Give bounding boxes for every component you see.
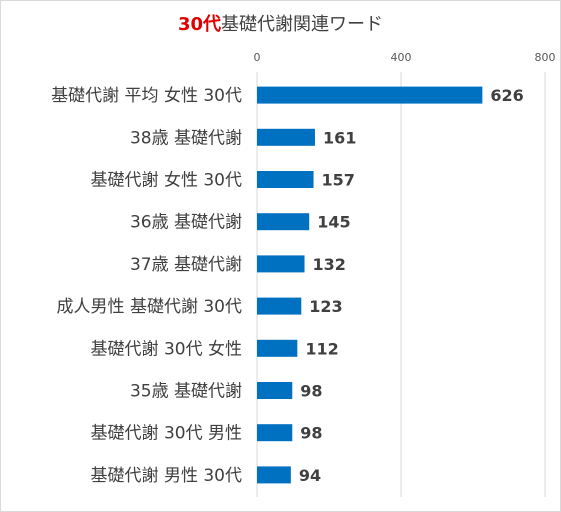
bar (257, 382, 293, 399)
bar (257, 171, 314, 188)
bar (257, 339, 298, 357)
bar (257, 213, 310, 231)
chart-title-rest: 基礎代謝関連ワード (221, 14, 384, 35)
category-label: 35歳 基礎代謝 (130, 382, 242, 402)
chart-title-accent: 30代 (177, 14, 222, 35)
category-label: 36歳 基礎代謝 (130, 213, 242, 233)
category-label: 基礎代謝 30代 男性 (91, 424, 242, 444)
data-label: 161 (323, 128, 356, 147)
category-label: 基礎代謝 女性 30代 (91, 171, 242, 191)
category-label: 成人男性 基礎代謝 30代 (57, 297, 242, 317)
bar (257, 297, 302, 315)
bar (257, 128, 315, 146)
data-label: 94 (299, 466, 321, 485)
bar (257, 424, 293, 442)
data-label: 145 (317, 213, 350, 232)
bar (257, 466, 291, 484)
data-label: 123 (309, 297, 342, 316)
data-label: 132 (313, 255, 346, 274)
bar (257, 86, 483, 104)
category-label: 基礎代謝 男性 30代 (91, 466, 242, 486)
chart-title: 30代基礎代謝関連ワード (0, 10, 561, 36)
category-label: 38歳 基礎代謝 (130, 128, 242, 148)
x-tick-label: 800 (535, 51, 556, 64)
data-label: 626 (490, 86, 523, 105)
x-tick-label: 400 (391, 51, 412, 64)
category-label: 基礎代謝 30代 女性 (91, 339, 242, 359)
data-label: 157 (322, 171, 355, 190)
category-label: 基礎代謝 平均 女性 30代 (51, 86, 242, 106)
data-label: 98 (300, 424, 322, 443)
bar (257, 255, 305, 273)
data-label: 98 (300, 382, 322, 401)
category-label: 37歳 基礎代謝 (130, 255, 242, 275)
data-label: 112 (305, 339, 338, 358)
x-tick-label: 0 (254, 51, 261, 64)
